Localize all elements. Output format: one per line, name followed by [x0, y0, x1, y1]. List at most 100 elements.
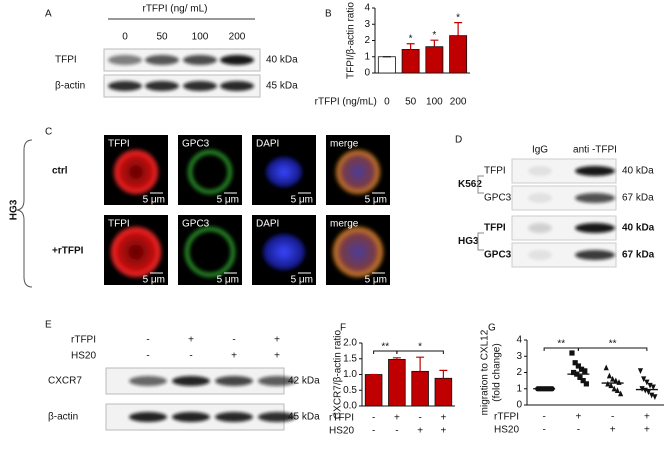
blot-band [172, 412, 210, 422]
blot-band [129, 376, 167, 386]
scale-label: 5 μm [217, 195, 239, 206]
blot-band [528, 250, 552, 260]
row-label: TFPI [484, 166, 506, 177]
scale-label: 5 μm [217, 275, 239, 286]
stain [263, 234, 305, 270]
stain [266, 157, 302, 187]
row-label: TFPI [484, 223, 506, 234]
condition-sign: + [231, 351, 237, 362]
row-label: β-actin [48, 412, 78, 423]
condition-sign: - [542, 412, 545, 423]
blot-band [575, 223, 615, 233]
stain [185, 227, 235, 277]
blot-header: rTFPI (ng/ mL) [142, 4, 207, 15]
scale-label: 5 μm [365, 275, 387, 286]
blot-band [575, 193, 615, 203]
error-bar [430, 39, 439, 47]
y-tick-label: 4 [364, 3, 370, 14]
size-label: 67 kDa [622, 250, 655, 261]
blot-band [215, 412, 253, 422]
scale-label: 5 μm [291, 195, 313, 206]
condition-sign: - [146, 335, 149, 346]
y-axis-label: (fold change) [492, 343, 503, 401]
condition-label: rTFPI [71, 335, 96, 346]
x-tick-label: 0 [384, 97, 390, 108]
stain [336, 150, 380, 194]
error-bar [406, 43, 415, 50]
significance: ** [609, 339, 617, 350]
blot-band [145, 81, 179, 91]
bar [434, 377, 453, 407]
bracket [577, 347, 648, 351]
condition-sign: + [610, 425, 616, 436]
significance: * [456, 12, 460, 23]
condition-label: HS20 [494, 425, 519, 436]
y-axis-label: migration to CXL12 [480, 329, 491, 415]
bar [388, 358, 406, 407]
y-tick-label: 3 [364, 19, 370, 30]
point [583, 381, 589, 387]
point [645, 389, 652, 396]
condition-sign: + [644, 425, 650, 436]
point [647, 382, 653, 389]
blot-band [258, 412, 296, 422]
condition-sign: - [372, 413, 375, 424]
y-tick-label: 0.0 [343, 401, 357, 412]
point [608, 382, 614, 389]
scale-label: 5 μm [365, 195, 387, 206]
bar [449, 35, 468, 74]
point [572, 360, 578, 366]
lane-label: IgG [532, 145, 548, 156]
y-tick-label: 1.5 [343, 353, 357, 364]
condition-sign: + [575, 412, 581, 423]
channel-label: GPC3 [182, 219, 210, 230]
condition-label: rTFPI [494, 412, 519, 423]
scale-label: 5 μm [143, 275, 165, 286]
point [613, 377, 619, 384]
condition-sign: - [372, 426, 375, 437]
brace [477, 175, 484, 194]
channel-label: DAPI [256, 219, 279, 230]
panel-label: G [488, 323, 496, 334]
point [641, 376, 647, 383]
lane-label: 100 [192, 32, 209, 43]
point [582, 368, 588, 374]
blot-strip [103, 74, 261, 98]
scale-label: 5 μm [291, 275, 313, 286]
condition-sign: + [440, 413, 446, 424]
size-label: 42 kDa [288, 376, 320, 387]
cell-line-label: HG3 [9, 199, 20, 220]
y-tick-label: 4 [516, 335, 522, 346]
blot-strip [103, 48, 261, 72]
point [578, 366, 585, 372]
y-axis-label: CXCR7/β-actin ratio [333, 330, 344, 420]
stain [114, 150, 158, 194]
row-label: β-actin [55, 81, 85, 92]
x-tick-label: 50 [405, 97, 417, 108]
point [649, 392, 655, 399]
y-tick-label: 1 [364, 51, 370, 62]
blot-band [183, 55, 217, 65]
significance: * [432, 30, 436, 41]
channel-label: merge [330, 219, 359, 230]
condition-label: rTFPI [329, 413, 354, 424]
panel-label: A [45, 9, 52, 20]
point [611, 385, 617, 392]
blot-band [258, 376, 296, 386]
blot-band [575, 166, 615, 176]
blot-band [145, 55, 179, 65]
error-bar [416, 356, 425, 372]
bar [425, 46, 444, 74]
row-label: CXCR7 [48, 376, 82, 387]
condition-sign: + [274, 335, 280, 346]
point [644, 379, 650, 386]
stain [333, 227, 383, 277]
panel-label: F [340, 323, 346, 334]
panel-label: C [45, 127, 52, 138]
significance: * [409, 33, 413, 44]
x-tick-label: 100 [426, 97, 443, 108]
lane-label: 50 [156, 32, 168, 43]
blot-band [575, 250, 615, 260]
blot-band [215, 376, 253, 386]
bar [401, 49, 420, 74]
